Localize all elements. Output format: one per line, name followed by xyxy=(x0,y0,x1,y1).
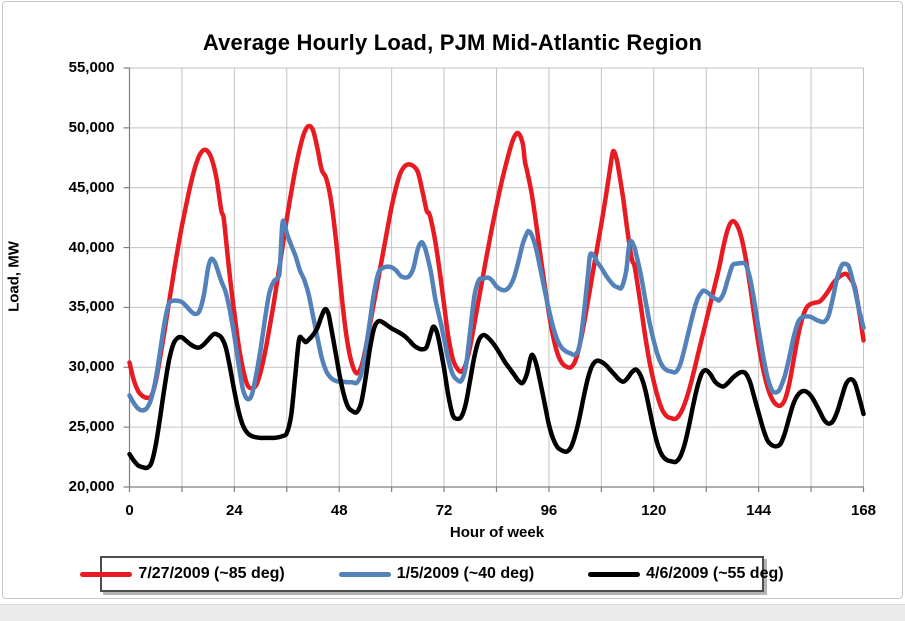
y-tick-label: 35,000 xyxy=(68,298,115,316)
legend-item-1: 7/27/2009 (~85 deg) xyxy=(80,565,285,583)
legend-swatch-icon xyxy=(338,571,391,577)
y-tick-label: 45,000 xyxy=(68,178,115,196)
legend-label: 7/27/2009 (~85 deg) xyxy=(138,565,285,582)
chart-legend: 7/27/2009 (~85 deg) 1/5/2009 (~40 deg) 4/6… xyxy=(80,556,784,592)
x-tick-label: 0 xyxy=(125,502,134,519)
series-line-2 xyxy=(127,218,866,413)
y-tick-label: 20,000 xyxy=(68,478,115,495)
x-axis-title: Hour of week xyxy=(449,524,545,541)
legend-swatch-icon xyxy=(80,571,133,577)
legend-swatch-icon xyxy=(588,571,641,577)
y-tick-label: 30,000 xyxy=(68,358,115,376)
x-tick-label: 72 xyxy=(435,502,453,519)
y-tick-label: 50,000 xyxy=(68,118,115,136)
x-tick-label: 120 xyxy=(641,502,667,519)
page-background-strip xyxy=(0,604,905,621)
chart-title: Average Hourly Load, PJM Mid-Atlantic Re… xyxy=(202,30,703,55)
legend-label: 1/5/2009 (~40 deg) xyxy=(396,565,535,582)
y-tick-label: 25,000 xyxy=(68,418,115,436)
legend-label: 4/6/2009 (~55 deg) xyxy=(646,565,784,582)
x-tick-label: 96 xyxy=(540,502,558,519)
series-line-3 xyxy=(127,306,866,471)
legend-item-2: 1/5/2009 (~40 deg) xyxy=(338,565,535,583)
x-tick-label: 144 xyxy=(746,502,772,519)
x-tick-label: 168 xyxy=(850,502,877,519)
y-tick-label: 40,000 xyxy=(68,238,115,256)
y-tick-label: 55,000 xyxy=(68,59,115,76)
x-tick-label: 48 xyxy=(330,502,348,519)
x-tick-label: 24 xyxy=(226,502,243,519)
legend-item-3: 4/6/2009 (~55 deg) xyxy=(588,565,784,583)
